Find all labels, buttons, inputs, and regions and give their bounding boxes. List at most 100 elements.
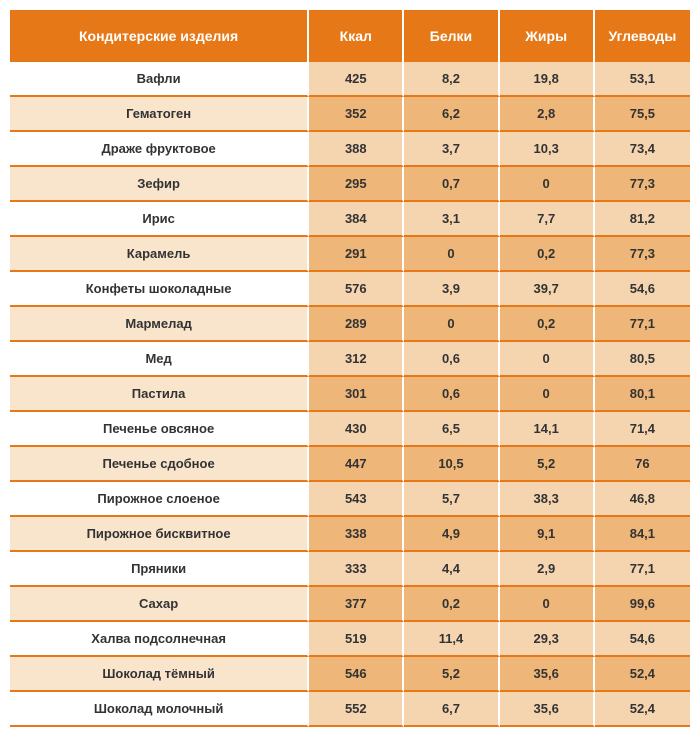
nutrition-table: Кондитерские изделия Ккал Белки Жиры Угл… [10, 10, 690, 727]
cell-value: 9,1 [500, 517, 595, 552]
cell-value: 0 [500, 342, 595, 377]
cell-value: 384 [309, 202, 404, 237]
cell-value: 76 [595, 447, 690, 482]
cell-value: 71,4 [595, 412, 690, 447]
cell-value: 52,4 [595, 657, 690, 692]
cell-value: 53,1 [595, 62, 690, 97]
cell-value: 38,3 [500, 482, 595, 517]
col-header-fat: Жиры [500, 10, 595, 62]
cell-value: 301 [309, 377, 404, 412]
cell-value: 11,4 [404, 622, 499, 657]
cell-value: 3,7 [404, 132, 499, 167]
cell-value: 0,7 [404, 167, 499, 202]
cell-value: 546 [309, 657, 404, 692]
cell-value: 4,9 [404, 517, 499, 552]
cell-value: 291 [309, 237, 404, 272]
table-row: Карамель29100,277,3 [10, 237, 690, 272]
cell-value: 6,5 [404, 412, 499, 447]
cell-value: 430 [309, 412, 404, 447]
cell-name: Гематоген [10, 97, 309, 132]
cell-value: 39,7 [500, 272, 595, 307]
cell-value: 14,1 [500, 412, 595, 447]
cell-name: Ирис [10, 202, 309, 237]
cell-name: Печенье сдобное [10, 447, 309, 482]
cell-value: 80,5 [595, 342, 690, 377]
cell-value: 425 [309, 62, 404, 97]
cell-name: Пастила [10, 377, 309, 412]
cell-value: 54,6 [595, 622, 690, 657]
cell-value: 6,7 [404, 692, 499, 727]
cell-value: 3,9 [404, 272, 499, 307]
table-row: Зефир2950,7077,3 [10, 167, 690, 202]
table-row: Шоколад тёмный5465,235,652,4 [10, 657, 690, 692]
table-row: Шоколад молочный5526,735,652,4 [10, 692, 690, 727]
cell-name: Шоколад тёмный [10, 657, 309, 692]
cell-value: 5,2 [500, 447, 595, 482]
cell-value: 4,4 [404, 552, 499, 587]
cell-value: 338 [309, 517, 404, 552]
table-row: Сахар3770,2099,6 [10, 587, 690, 622]
cell-value: 35,6 [500, 692, 595, 727]
cell-name: Пряники [10, 552, 309, 587]
table-row: Вафли4258,219,853,1 [10, 62, 690, 97]
cell-value: 35,6 [500, 657, 595, 692]
cell-value: 77,1 [595, 552, 690, 587]
cell-value: 6,2 [404, 97, 499, 132]
cell-name: Вафли [10, 62, 309, 97]
table-row: Мед3120,6080,5 [10, 342, 690, 377]
cell-name: Зефир [10, 167, 309, 202]
cell-value: 0 [404, 307, 499, 342]
cell-name: Мед [10, 342, 309, 377]
cell-name: Халва подсолнечная [10, 622, 309, 657]
cell-name: Драже фруктовое [10, 132, 309, 167]
cell-value: 73,4 [595, 132, 690, 167]
table-row: Мармелад28900,277,1 [10, 307, 690, 342]
cell-value: 8,2 [404, 62, 499, 97]
cell-name: Шоколад молочный [10, 692, 309, 727]
cell-value: 0,2 [500, 307, 595, 342]
cell-name: Сахар [10, 587, 309, 622]
cell-value: 2,9 [500, 552, 595, 587]
table-row: Печенье сдобное44710,55,276 [10, 447, 690, 482]
cell-value: 0 [500, 167, 595, 202]
cell-name: Печенье овсяное [10, 412, 309, 447]
cell-value: 0 [500, 587, 595, 622]
cell-name: Пирожное слоеное [10, 482, 309, 517]
cell-name: Карамель [10, 237, 309, 272]
cell-value: 0,2 [500, 237, 595, 272]
cell-value: 295 [309, 167, 404, 202]
col-header-carbs: Углеводы [595, 10, 690, 62]
table-row: Пастила3010,6080,1 [10, 377, 690, 412]
table-row: Гематоген3526,22,875,5 [10, 97, 690, 132]
cell-value: 519 [309, 622, 404, 657]
col-header-protein: Белки [404, 10, 499, 62]
cell-value: 552 [309, 692, 404, 727]
cell-value: 10,3 [500, 132, 595, 167]
cell-value: 77,1 [595, 307, 690, 342]
cell-value: 77,3 [595, 167, 690, 202]
cell-value: 0,6 [404, 377, 499, 412]
col-header-kcal: Ккал [309, 10, 404, 62]
cell-value: 19,8 [500, 62, 595, 97]
cell-value: 543 [309, 482, 404, 517]
table-row: Конфеты шоколадные5763,939,754,6 [10, 272, 690, 307]
cell-value: 0,2 [404, 587, 499, 622]
cell-value: 388 [309, 132, 404, 167]
cell-value: 5,7 [404, 482, 499, 517]
cell-name: Пирожное бисквитное [10, 517, 309, 552]
cell-value: 0 [500, 377, 595, 412]
cell-value: 377 [309, 587, 404, 622]
col-header-name: Кондитерские изделия [10, 10, 309, 62]
table-row: Драже фруктовое3883,710,373,4 [10, 132, 690, 167]
cell-value: 77,3 [595, 237, 690, 272]
cell-value: 576 [309, 272, 404, 307]
cell-value: 10,5 [404, 447, 499, 482]
table-row: Ирис3843,17,781,2 [10, 202, 690, 237]
cell-value: 7,7 [500, 202, 595, 237]
cell-value: 80,1 [595, 377, 690, 412]
table-body: Вафли4258,219,853,1Гематоген3526,22,875,… [10, 62, 690, 727]
cell-value: 75,5 [595, 97, 690, 132]
table-row: Пирожное слоеное5435,738,346,8 [10, 482, 690, 517]
cell-value: 0,6 [404, 342, 499, 377]
cell-name: Конфеты шоколадные [10, 272, 309, 307]
